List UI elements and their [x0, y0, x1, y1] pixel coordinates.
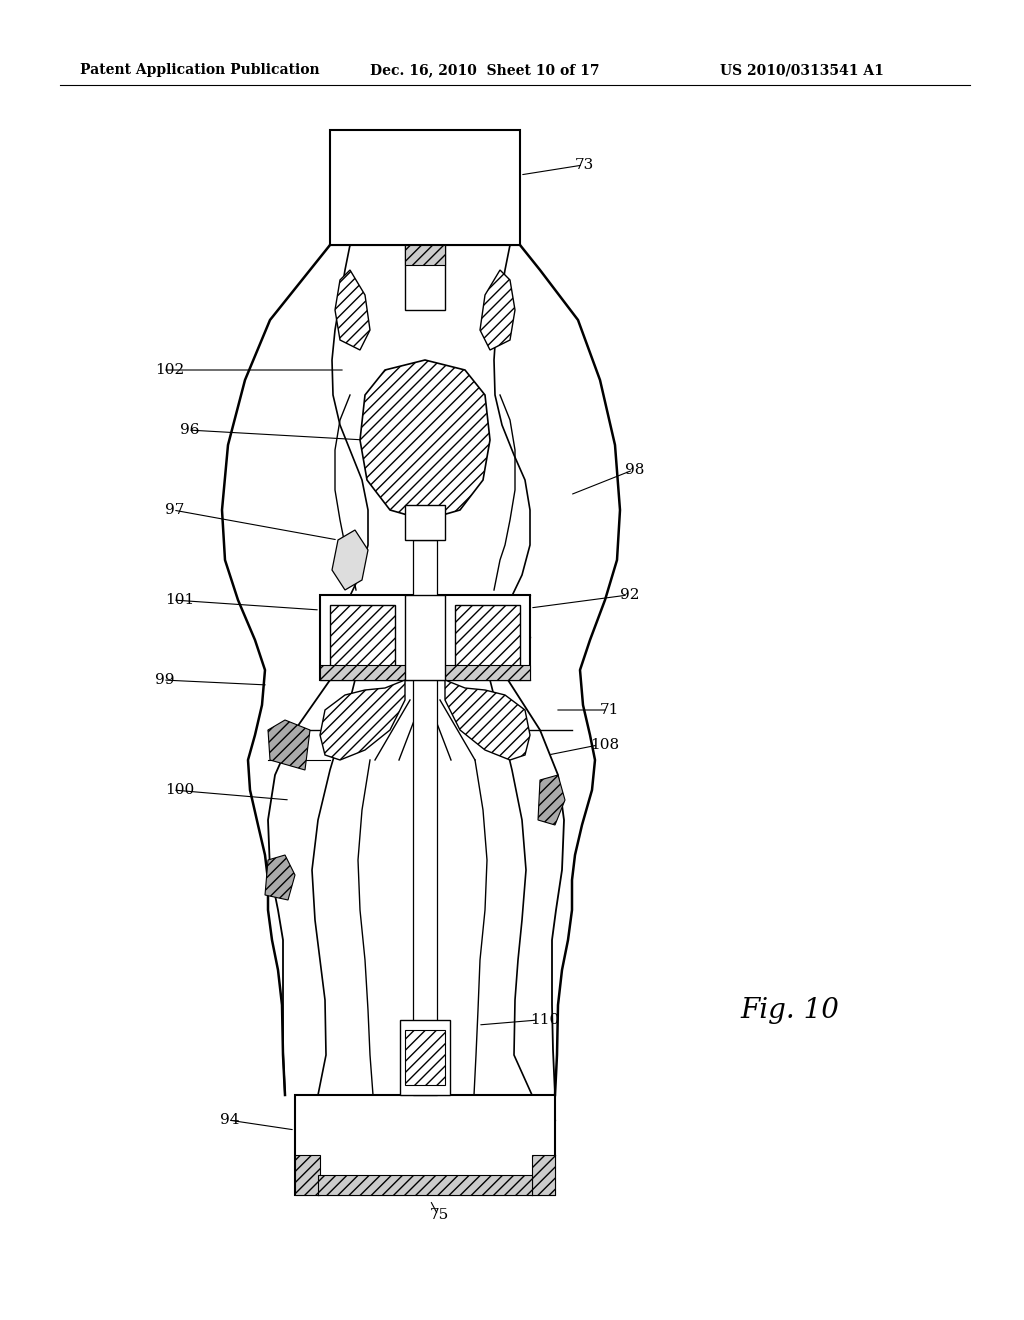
Text: 75: 75	[430, 1208, 450, 1222]
Bar	[532, 1155, 555, 1195]
Text: 94: 94	[220, 1113, 240, 1127]
Bar	[455, 605, 520, 671]
Bar	[295, 1155, 319, 1195]
Text: Patent Application Publication: Patent Application Publication	[80, 63, 319, 77]
Polygon shape	[480, 271, 515, 350]
Polygon shape	[360, 360, 490, 520]
Text: 100: 100	[165, 783, 195, 797]
Text: 98: 98	[625, 463, 644, 477]
Bar	[406, 595, 445, 680]
Text: Fig. 10: Fig. 10	[740, 997, 839, 1023]
Bar	[319, 595, 530, 680]
Bar	[330, 129, 520, 246]
Bar	[400, 1020, 450, 1096]
Text: US 2010/0313541 A1: US 2010/0313541 A1	[720, 63, 884, 77]
Text: 92: 92	[620, 587, 640, 602]
Bar	[406, 506, 445, 540]
Text: 97: 97	[165, 503, 184, 517]
Text: 101: 101	[165, 593, 195, 607]
Bar	[406, 246, 445, 310]
Polygon shape	[332, 531, 368, 590]
Text: Dec. 16, 2010  Sheet 10 of 17: Dec. 16, 2010 Sheet 10 of 17	[370, 63, 599, 77]
Text: 73: 73	[575, 158, 594, 172]
Polygon shape	[335, 271, 370, 350]
Polygon shape	[319, 680, 406, 760]
Polygon shape	[445, 680, 530, 760]
Polygon shape	[265, 855, 295, 900]
Bar	[319, 665, 530, 680]
Bar	[318, 1175, 532, 1195]
Text: 108: 108	[590, 738, 620, 752]
Bar	[413, 540, 437, 1096]
Bar	[406, 1030, 445, 1085]
Bar	[295, 1096, 555, 1195]
Bar	[330, 605, 395, 671]
Text: 110: 110	[530, 1012, 559, 1027]
Text: 96: 96	[180, 422, 200, 437]
Polygon shape	[538, 775, 565, 825]
Text: 99: 99	[155, 673, 174, 686]
Polygon shape	[268, 719, 310, 770]
Bar	[406, 246, 445, 265]
Text: 102: 102	[155, 363, 184, 378]
Text: 71: 71	[600, 704, 620, 717]
